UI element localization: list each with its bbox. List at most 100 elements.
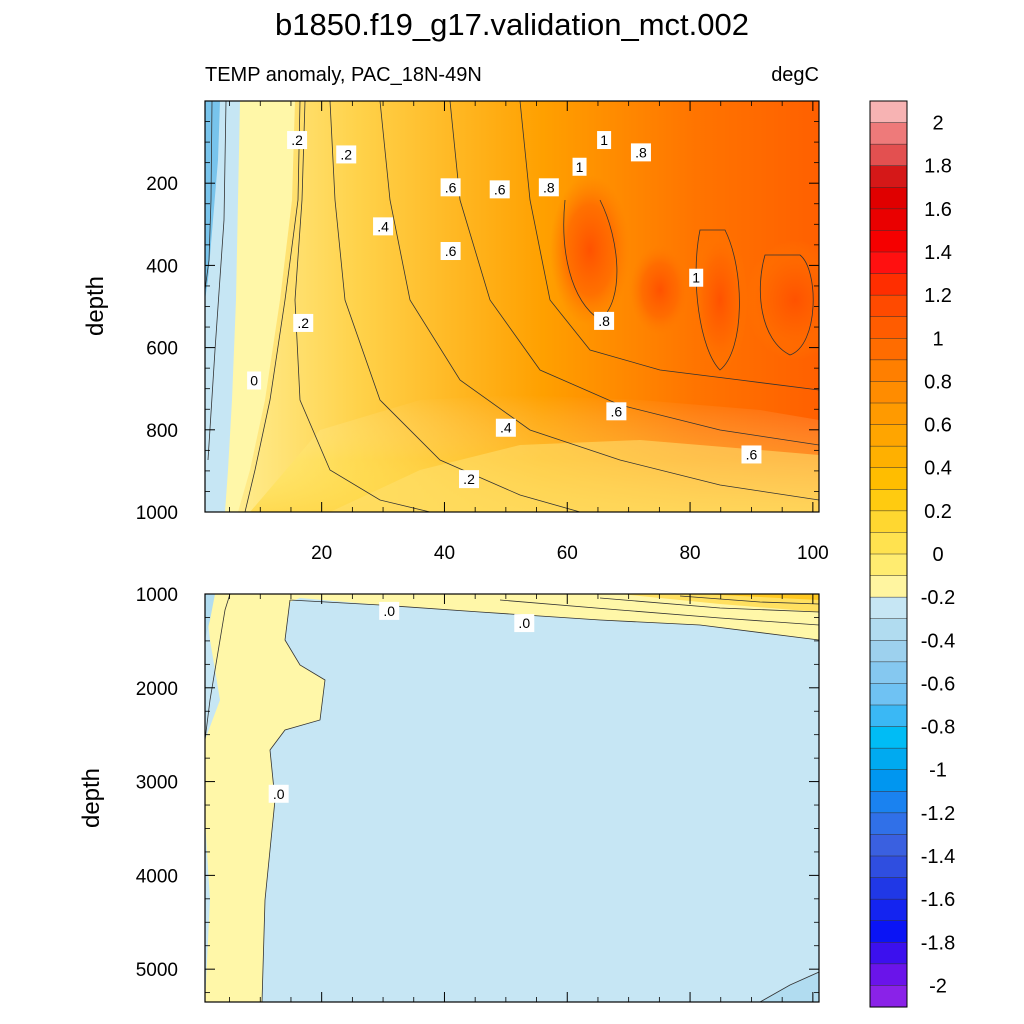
- colorbar-box: [869, 122, 908, 145]
- colorbar-box: [869, 338, 908, 361]
- contour-label-text: .2: [340, 146, 352, 162]
- colorbar-label: 0.4: [924, 458, 952, 480]
- lower-contour-label: .0: [379, 601, 400, 620]
- colorbar-box: [869, 187, 908, 210]
- contour-label-bg: [597, 131, 612, 150]
- upper-contour-5: [519, 101, 819, 391]
- contour-label-text: 0: [250, 372, 258, 388]
- contour-label-text: .0: [518, 615, 530, 631]
- upper-contour-2: [329, 101, 581, 512]
- upper-contour-label: 0: [247, 371, 262, 390]
- colorbar-box: [869, 898, 908, 922]
- upper-contour-label: .8: [538, 178, 559, 197]
- colorbar-box: [869, 230, 908, 253]
- contour-label-text: .8: [543, 179, 555, 195]
- colorbar-box: [869, 683, 908, 706]
- contour-label-text: 1: [600, 132, 608, 148]
- upper-contour-label: 1: [572, 157, 587, 176]
- colorbar-box: [869, 553, 908, 577]
- colorbar-box: [869, 920, 908, 943]
- contour-label-bg: [594, 311, 615, 330]
- lower-contour-6: [759, 971, 819, 1002]
- contour-label-bg: [287, 131, 308, 150]
- colorbar-label: 1.4: [924, 242, 952, 264]
- colorbar-label: -1.6: [921, 889, 955, 911]
- lower-contour-5: [679, 595, 819, 605]
- contour-label-bg: [440, 178, 461, 197]
- lower-field: [205, 594, 819, 1002]
- lower-contour-label: .0: [268, 784, 289, 803]
- colorbar-label: -1.4: [921, 846, 955, 868]
- colorbar-box: [869, 747, 908, 771]
- colorbar-box: [869, 834, 908, 857]
- upper-deep-warm-2: [330, 440, 819, 512]
- upper-contour-label: .6: [741, 445, 762, 464]
- colorbar-box: [869, 963, 908, 986]
- contour-label-bg: [459, 470, 480, 489]
- lower-contour-labels: .0 .0 .0: [268, 601, 535, 803]
- colorbar-box: [869, 726, 908, 749]
- colorbar-box: [869, 294, 908, 318]
- contour-label-text: .2: [291, 132, 303, 148]
- lower-y-tick-label: 4000: [136, 866, 178, 887]
- colorbar-label: 0.8: [924, 371, 952, 393]
- upper-contour-8: [759, 254, 814, 356]
- colorbar-label: -1.8: [921, 932, 955, 954]
- colorbar-box: [869, 445, 908, 469]
- contour-label-bg: [268, 784, 289, 803]
- colorbar-label: 1.8: [924, 156, 952, 178]
- upper-contour-labels: .2 .2 1 .8 1 .6 .6 .8 .4 .6 1 .2 .8 0 .6 .4 .6 .2: [247, 131, 762, 489]
- colorbar-box: [869, 532, 908, 555]
- upper-contour-label: .4: [373, 217, 394, 236]
- lower-zero-band: [205, 594, 819, 1002]
- contour-label-text: .4: [377, 218, 389, 234]
- colorbar-label: 1.2: [924, 285, 952, 307]
- colorbar-box: [869, 877, 908, 900]
- upper-y-tick-label: 1000: [136, 503, 178, 524]
- upper-contour-label: .2: [336, 145, 357, 164]
- colorbar-box: [869, 251, 908, 275]
- upper-warm-core-4: [745, 240, 819, 360]
- colorbar-box: [869, 942, 908, 965]
- upper-contour-label: .2: [293, 313, 314, 332]
- upper-contour-label: .4: [495, 418, 516, 437]
- contour-label-bg: [572, 157, 587, 176]
- upper-contour-9: [205, 101, 213, 291]
- contour-label-bg: [606, 402, 627, 421]
- lower-y-tick-label: 1000: [136, 585, 178, 606]
- colorbar-box: [869, 812, 908, 835]
- lower-contour-2: [289, 599, 819, 641]
- contour-label-text: .6: [746, 446, 758, 462]
- colorbar-box: [869, 640, 908, 663]
- upper-contour-label: 1: [597, 131, 612, 150]
- upper-y-tick-label: 200: [146, 174, 178, 195]
- lower-y-tick-label: 3000: [136, 773, 178, 794]
- colorbar-box: [869, 855, 908, 879]
- colorbar-box: [869, 359, 908, 382]
- upper-negative-core: [205, 101, 220, 300]
- contour-label-text: .0: [383, 603, 395, 619]
- lower-warm-top-2: [700, 594, 819, 600]
- colorbar-box: [869, 467, 908, 490]
- subtitle-left: TEMP anomaly, PAC_18N-49N: [205, 64, 482, 86]
- colorbar-box: [869, 100, 908, 124]
- colorbar-box: [869, 143, 908, 167]
- contour-label-text: .6: [445, 179, 457, 195]
- colorbar-frame: [869, 100, 908, 1008]
- colorbar-label: 1: [932, 328, 943, 350]
- colorbar-label: 2: [932, 113, 943, 135]
- colorbar-label: -1: [929, 760, 947, 782]
- subtitle-right: degC: [771, 64, 819, 86]
- colorbar-label: -1.2: [921, 803, 955, 825]
- lower-ticks: 1000 2000 3000 4000 5000: [136, 585, 819, 1002]
- upper-y-tick-label: 800: [146, 421, 178, 442]
- colorbar-box: [869, 985, 908, 1008]
- contour-label-bg: [689, 268, 704, 287]
- upper-warm-core-2: [630, 245, 690, 335]
- upper-contour-0: [244, 101, 301, 512]
- contour-label-text: .6: [611, 403, 623, 419]
- contour-label-text: .6: [494, 181, 506, 197]
- colorbar-box: [869, 575, 908, 598]
- contour-label-bg: [489, 180, 510, 199]
